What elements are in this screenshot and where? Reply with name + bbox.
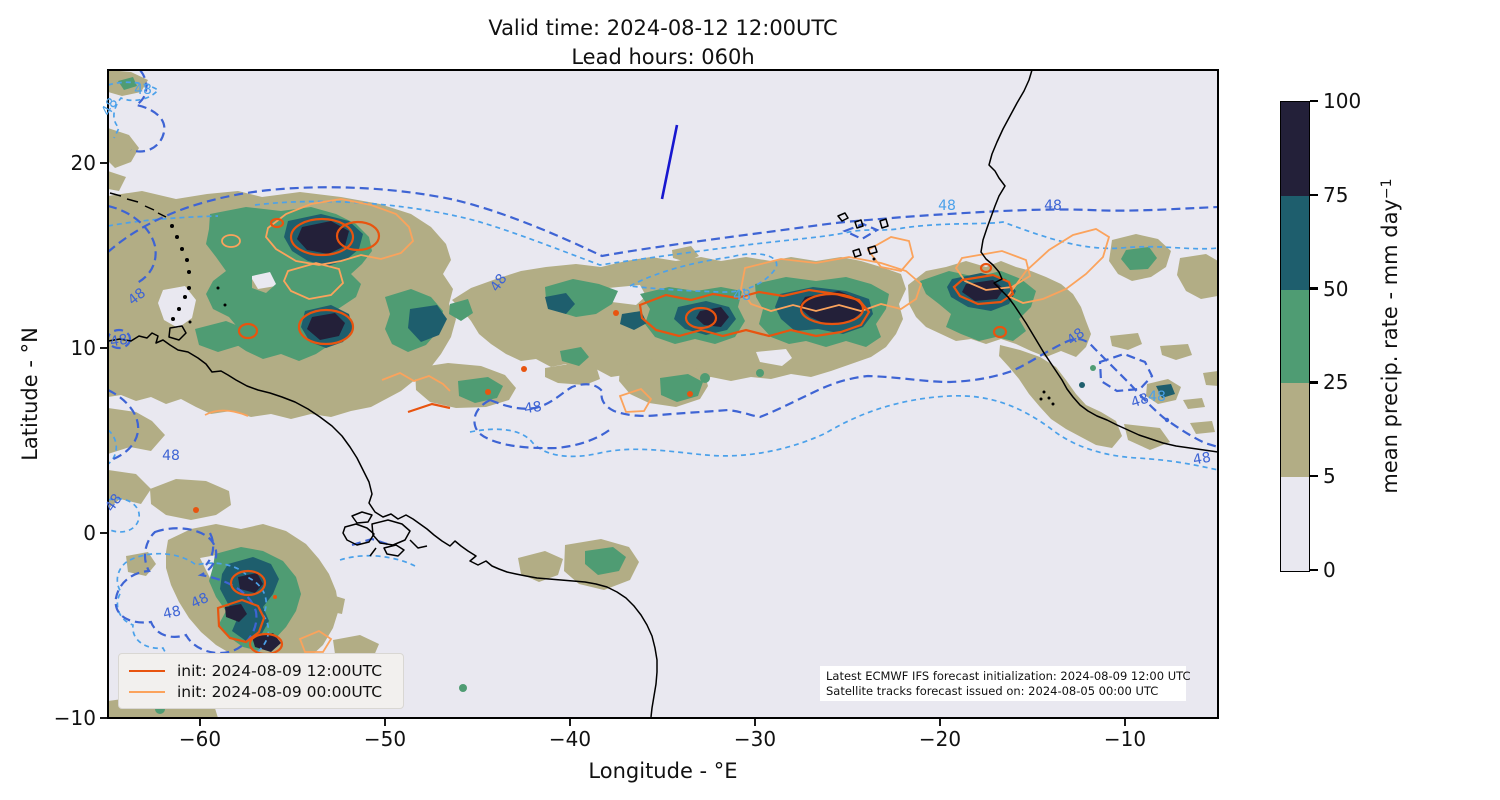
y-tick-0: 0 [83,521,96,545]
forecast-contour-dots [193,310,693,599]
title-line-valid-time: Valid time: 2024-08-12 12:00UTC [488,16,838,40]
colorbar-tick-25: 25 [1323,370,1349,395]
contour-label-48: 48 [1148,389,1166,405]
colorbar-label-text: mean precip. rate - mm day [1378,199,1402,494]
contour-label-48: 48 [162,448,180,464]
legend-line-sample [129,669,165,672]
colorbar-segment-4 [1281,477,1309,571]
legend-label: init: 2024-08-09 00:00UTC [177,682,383,701]
colorbar-tick-5: 5 [1323,464,1336,489]
colorbar-tickmark [1309,193,1318,196]
legend-item-0: init: 2024-08-09 12:00UTC [129,660,393,681]
x-tick-−30: −30 [733,727,777,751]
satellite-contour-light-blue [109,81,1217,668]
x-tick-−10: −10 [1103,727,1147,751]
small-islands [170,224,1055,406]
satellite-track-line [660,124,679,200]
info-line-ecmwf: Latest ECMWF IFS forecast initialization… [826,669,1191,683]
colorbar-tickmark [1309,381,1318,384]
colorbar-tick-75: 75 [1323,182,1349,207]
contour-label-48: 48 [108,331,130,351]
colorbar-tick-50: 50 [1323,276,1349,301]
coastline-south-america [109,332,658,717]
colorbar-tickmark [1309,475,1318,478]
contour-label-48: 48 [938,198,956,214]
colorbar-segment-0 [1281,102,1309,196]
y-tick-−10: −10 [53,706,96,730]
coastline-layer [109,71,1217,717]
colorbar-segment-1 [1281,195,1309,290]
forecast-info-box: Latest ECMWF IFS forecast initialization… [820,666,1191,701]
colorbar-tick-0: 0 [1323,558,1336,582]
y-tick-10: 10 [70,336,96,360]
tick-marks [100,162,1126,726]
contour-label-48: 48 [733,288,751,304]
forecast-contour-init-12utc [216,217,1015,656]
title-line-lead-hours: Lead hours: 060h [571,45,755,69]
contour-label-48: 48 [523,398,543,418]
x-tick-−40: −40 [548,727,592,751]
x-tick-−20: −20 [918,727,962,751]
legend-item-1: init: 2024-08-09 00:00UTC [129,681,393,702]
colorbar-tickmark [1309,99,1318,103]
colorbar-segment-2 [1281,289,1309,384]
contour-label-48: 48 [1191,449,1213,469]
coastline-africa [980,71,1217,453]
legend-label: init: 2024-08-09 12:00UTC [177,661,383,680]
axes-frame [107,69,1219,719]
forecast-contour-init-00utc [204,198,1111,653]
colorbar-segment-3 [1281,383,1309,478]
x-tick-−60: −60 [178,727,222,751]
contour-label-48: 48 [134,82,152,98]
legend-line-sample [129,690,165,693]
y-tick-20: 20 [70,151,96,175]
contour-dot [1164,417,1170,423]
colorbar-tick-100: 100 [1323,89,1362,113]
colorbar [1280,101,1310,572]
legend: init: 2024-08-09 12:00UTC init: 2024-08-0… [118,653,404,709]
plot-title: Valid time: 2024-08-12 12:00UTC Lead hou… [363,14,963,72]
colorbar-tickmark [1309,287,1318,290]
contour-label-48: 48 [1044,198,1062,214]
satellite-contour-medium-blue [109,71,1217,655]
colorbar-label: mean precip. rate - mm day−1 [1378,178,1402,493]
x-axis-label: Longitude - °E [588,759,738,783]
colorbar-tickmark [1309,568,1318,572]
colorbar-label-exponent: −1 [1379,178,1395,200]
x-tick-−50: −50 [363,727,407,751]
info-line-satellite: Satellite tracks forecast issued on: 202… [826,683,1159,698]
